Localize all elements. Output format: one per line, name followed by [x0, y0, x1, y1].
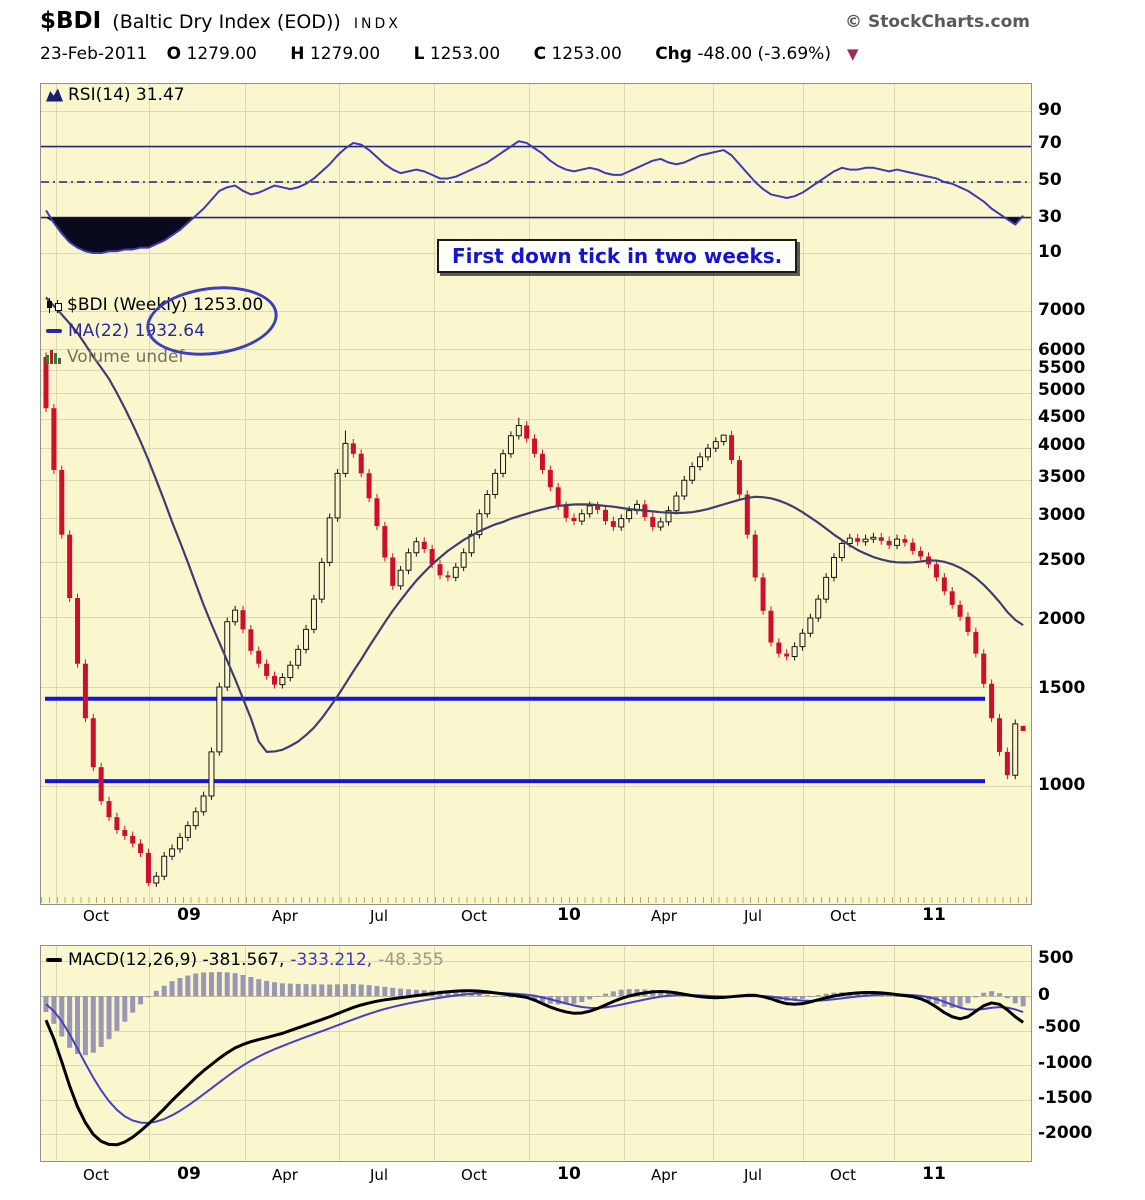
- rsi-ytick: 90: [1038, 100, 1062, 120]
- low-value: 1253.00: [429, 44, 501, 64]
- rsi-legend-text: RSI(14) 31.47: [68, 85, 185, 105]
- ma-legend-text: MA(22) 1932.64: [68, 321, 205, 341]
- price-ytick: 2000: [1038, 609, 1086, 629]
- price-ytick: 5500: [1038, 358, 1086, 378]
- macd-value: MACD(12,26,9) -381.567,: [68, 950, 285, 970]
- price-ytick: 5000: [1038, 380, 1086, 400]
- rsi-ytick: 30: [1038, 207, 1062, 227]
- price-xtick: Jul: [369, 907, 389, 925]
- price-ytick: 4500: [1038, 407, 1086, 427]
- annotation-callout: First down tick in two weeks.: [437, 239, 798, 273]
- ticker-name: (Baltic Dry Index (EOD)): [112, 11, 341, 33]
- macd-xtick: Jul: [369, 1166, 389, 1184]
- ticker-symbol: $BDI: [40, 8, 102, 34]
- rsi-ytick: 70: [1038, 133, 1062, 153]
- macd-ytick: -1000: [1038, 1053, 1093, 1073]
- macd-legend: MACD(12,26,9) -381.567, -333.212, -48.35…: [46, 950, 444, 970]
- macd-ytick: -1500: [1038, 1088, 1093, 1108]
- price-chart-canvas: [41, 84, 1031, 904]
- price-xtick: Oct: [461, 907, 487, 925]
- price-xtick: Apr: [651, 907, 677, 925]
- macd-chart-canvas: [41, 946, 1031, 1161]
- macd-xtick: Jul: [743, 1166, 763, 1184]
- price-ytick: 4000: [1038, 435, 1086, 455]
- open-label: O: [166, 44, 182, 64]
- rsi-area-icon: [46, 88, 63, 102]
- macd-ytick: -2000: [1038, 1123, 1093, 1143]
- volume-legend: Volume undef: [46, 347, 184, 367]
- price-ytick: 7000: [1038, 300, 1086, 320]
- macd-ytick: 500: [1038, 948, 1074, 968]
- macd-xtick: Oct: [83, 1166, 109, 1184]
- macd-xtick: 09: [177, 1164, 201, 1184]
- macd-xtick: 11: [922, 1164, 946, 1184]
- macd-hist-value: -48.355: [378, 950, 444, 970]
- price-legend-text: $BDI (Weekly) 1253.00: [67, 295, 264, 315]
- macd-xtick: Oct: [830, 1166, 856, 1184]
- macd-signal-value: -333.212,: [290, 950, 373, 970]
- high-value: 1279.00: [309, 44, 381, 64]
- macd-xtick: 10: [557, 1164, 581, 1184]
- price-ytick: 6000: [1038, 340, 1086, 360]
- price-ytick: 1000: [1038, 775, 1086, 795]
- quote-date: 23-Feb-2011: [40, 44, 148, 64]
- price-xtick: Oct: [830, 907, 856, 925]
- open-value: 1279.00: [186, 44, 257, 64]
- down-triangle-icon: ▼: [846, 45, 859, 63]
- price-xtick: Jul: [743, 907, 763, 925]
- macd-xtick: Apr: [272, 1166, 298, 1184]
- weekly-tick-strip: [41, 897, 1029, 903]
- price-ytick: 3500: [1038, 467, 1086, 487]
- chg-label: Chg: [655, 44, 692, 64]
- price-xtick: 10: [557, 905, 581, 925]
- macd-ytick: -500: [1038, 1017, 1081, 1037]
- price-ytick: 3000: [1038, 505, 1086, 525]
- volume-legend-text: Volume undef: [67, 347, 185, 367]
- price-ytick: 1500: [1038, 678, 1086, 698]
- macd-line-swatch: [46, 958, 62, 962]
- ma-line-swatch: [46, 329, 62, 333]
- high-label: H: [290, 44, 305, 64]
- price-xtick: Apr: [272, 907, 298, 925]
- close-value: 1253.00: [551, 44, 622, 64]
- price-legend: $BDI (Weekly) 1253.00: [46, 295, 263, 315]
- price-xtick: Oct: [83, 907, 109, 925]
- volume-bars-icon: [46, 350, 62, 364]
- rsi-legend: RSI(14) 31.47: [46, 85, 185, 105]
- stockcharts-watermark: © StockCharts.com: [845, 12, 1030, 32]
- low-label: L: [413, 44, 425, 64]
- close-label: C: [533, 44, 547, 64]
- rsi-ytick: 10: [1038, 242, 1062, 262]
- price-xtick: 09: [177, 905, 201, 925]
- price-xtick: 11: [922, 905, 946, 925]
- macd-xtick: Apr: [651, 1166, 677, 1184]
- chart-header: $BDI (Baltic Dry Index (EOD)) INDX: [40, 8, 1100, 34]
- macd-xtick: Oct: [461, 1166, 487, 1184]
- ma-legend: MA(22) 1932.64: [46, 321, 205, 341]
- chg-value: -48.00 (-3.69%): [697, 44, 831, 64]
- candlestick-icon: [46, 297, 62, 313]
- macd-panel: [40, 945, 1032, 1162]
- rsi-ytick: 50: [1038, 170, 1062, 190]
- price-rsi-panel: [40, 83, 1032, 905]
- price-ytick: 2500: [1038, 550, 1086, 570]
- macd-ytick: 0: [1038, 985, 1050, 1005]
- quote-line: 23-Feb-2011 O 1279.00 H 1279.00 L 1253.0…: [40, 44, 1100, 64]
- ticker-exchange: INDX: [353, 16, 401, 32]
